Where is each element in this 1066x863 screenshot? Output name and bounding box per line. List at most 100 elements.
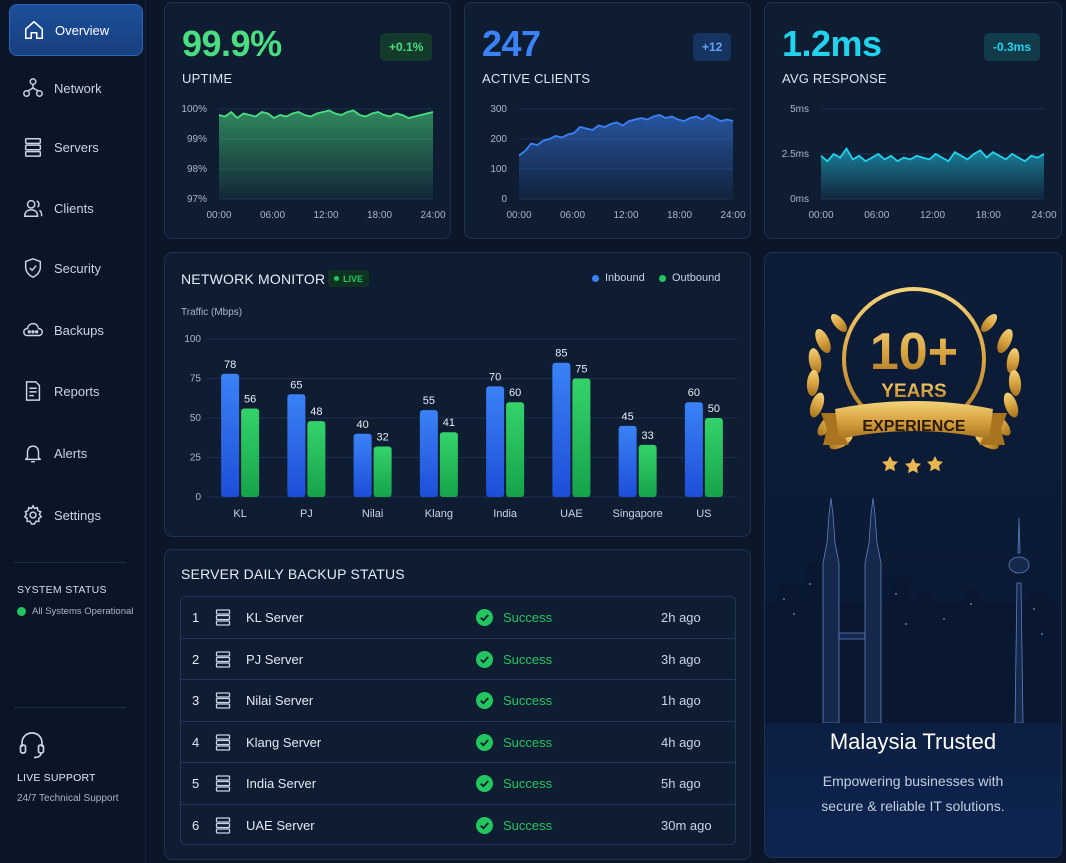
bar-value-label: 70 bbox=[489, 371, 501, 383]
y-tick-label: 300 bbox=[490, 104, 507, 115]
check-circle-icon bbox=[476, 692, 493, 709]
backup-time: 4h ago bbox=[661, 734, 701, 750]
row-number: 1 bbox=[192, 610, 200, 625]
avg-response-change-badge: -0.3ms bbox=[984, 33, 1041, 61]
live-badge: LIVE bbox=[328, 270, 370, 287]
legend-label: Outbound bbox=[672, 272, 721, 284]
uptime-label: UPTIME bbox=[182, 71, 233, 86]
sidebar-item-overview[interactable]: Overview bbox=[9, 4, 143, 56]
gear-icon bbox=[23, 504, 43, 525]
sidebar-item-security[interactable]: Security bbox=[9, 242, 143, 294]
bar-value-label: 78 bbox=[224, 359, 236, 371]
check-circle-icon bbox=[476, 609, 493, 626]
bar-value-label: 65 bbox=[290, 379, 302, 391]
server-name: India Server bbox=[246, 776, 317, 791]
bar-value-label: 75 bbox=[575, 364, 587, 376]
legend-label: Inbound bbox=[605, 272, 645, 284]
check-circle-icon bbox=[476, 775, 493, 792]
y-tick-label: 98% bbox=[187, 164, 207, 175]
sidebar-item-label: Reports bbox=[54, 383, 100, 399]
y-tick-label: 200 bbox=[490, 134, 507, 145]
legend-outbound[interactable]: Outbound bbox=[659, 272, 720, 284]
y-tick-label: 100 bbox=[184, 334, 201, 345]
active-clients-value: 247 bbox=[482, 23, 541, 64]
promo-text: Empowering businesses with secure & reli… bbox=[765, 769, 1061, 819]
check-circle-icon bbox=[476, 816, 493, 834]
server-name: Nilai Server bbox=[246, 693, 314, 708]
live-support-title[interactable]: LIVE SUPPORT bbox=[17, 772, 96, 784]
x-tick-label: 18:00 bbox=[667, 210, 692, 221]
bar-value-label: 48 bbox=[310, 406, 322, 418]
sidebar-item-alerts[interactable]: Alerts bbox=[9, 427, 143, 479]
backup-time: 3h ago bbox=[661, 651, 701, 667]
live-label: LIVE bbox=[343, 273, 364, 284]
sidebar-item-settings[interactable]: Settings bbox=[9, 489, 143, 541]
x-tick-label: Singapore bbox=[613, 508, 663, 520]
system-status: All Systems Operational bbox=[17, 606, 133, 617]
bar-outbound bbox=[373, 446, 392, 497]
x-tick-label: 06:00 bbox=[864, 210, 889, 221]
users-icon bbox=[24, 199, 43, 217]
promo-text-line: Empowering businesses with bbox=[822, 773, 1004, 789]
backup-time: 1h ago bbox=[661, 693, 701, 708]
bar-outbound bbox=[638, 444, 657, 497]
x-tick-label: US bbox=[696, 508, 711, 520]
x-tick-label: 24:00 bbox=[720, 210, 745, 221]
sidebar-item-backups[interactable]: Backups bbox=[9, 304, 143, 356]
table-row[interactable]: 3 Nilai Server Success 1h ago bbox=[181, 680, 735, 722]
sidebar-item-label: Servers bbox=[54, 139, 99, 155]
row-number: 2 bbox=[192, 651, 200, 667]
backup-icon bbox=[23, 322, 43, 337]
series-line bbox=[820, 146, 1045, 163]
shield-icon bbox=[24, 258, 42, 278]
x-tick-label: 06:00 bbox=[260, 210, 285, 221]
row-number: 4 bbox=[192, 734, 200, 750]
table-row[interactable]: 4 Klang Server Success 4h ago bbox=[181, 722, 735, 763]
backup-status-title: SERVER DAILY BACKUP STATUS bbox=[181, 566, 405, 582]
server-name: Klang Server bbox=[246, 734, 322, 750]
sidebar-item-clients[interactable]: Clients bbox=[9, 182, 143, 234]
table-row[interactable]: 1 KL Server Success 2h ago bbox=[181, 597, 735, 639]
live-dot-icon bbox=[334, 276, 339, 281]
headset-icon[interactable] bbox=[18, 730, 46, 760]
uptime-chart: 100% 99% 98% 97% 00:00 06:00 12:00 18:00 24:00 bbox=[181, 104, 446, 221]
sidebar-item-servers[interactable]: Servers bbox=[9, 121, 143, 173]
server-name: UAE Server bbox=[246, 817, 315, 833]
row-number: 3 bbox=[192, 693, 200, 708]
bar-inbound bbox=[287, 394, 306, 497]
bar-outbound bbox=[439, 432, 458, 497]
x-tick-label: UAE bbox=[560, 508, 583, 520]
status-dot-icon bbox=[17, 607, 26, 616]
bar-inbound bbox=[684, 402, 703, 497]
home-icon bbox=[24, 20, 44, 40]
series-line bbox=[518, 113, 734, 157]
table-row[interactable]: 5 India Server Success 5h ago bbox=[181, 763, 735, 805]
x-tick-label: 12:00 bbox=[313, 210, 338, 221]
sidebar-item-network[interactable]: Network bbox=[9, 62, 143, 114]
system-status-text: All Systems Operational bbox=[32, 606, 134, 617]
network-icon bbox=[23, 78, 43, 97]
backup-time: 5h ago bbox=[661, 776, 701, 791]
backup-status: Success bbox=[503, 817, 553, 833]
y-tick-label: 0 bbox=[195, 492, 201, 503]
table-row[interactable]: 2 PJ Server Success 3h ago bbox=[181, 639, 735, 680]
y-tick-label: 0 bbox=[501, 194, 507, 205]
sidebar-item-reports[interactable]: Reports bbox=[9, 365, 143, 417]
area-fill bbox=[219, 110, 433, 199]
backup-status: Success bbox=[503, 776, 553, 791]
server-icon bbox=[215, 609, 231, 626]
legend-swatch bbox=[592, 274, 599, 282]
sidebar-divider bbox=[14, 562, 126, 563]
server-name: PJ Server bbox=[246, 651, 304, 667]
network-traffic-chart: Traffic (Mbps) 100 75 50 25 0 78 56 KL 65 48 PJ 40 32… bbox=[181, 307, 737, 520]
legend-inbound[interactable]: Inbound bbox=[592, 272, 645, 284]
table-row[interactable]: 6 UAE Server Success 30m ago bbox=[181, 805, 735, 845]
active-clients-label: ACTIVE CLIENTS bbox=[482, 71, 591, 86]
x-tick-label: 00:00 bbox=[206, 210, 231, 221]
check-circle-icon bbox=[476, 733, 493, 751]
y-tick-label: 50 bbox=[190, 413, 202, 424]
x-tick-label: 18:00 bbox=[367, 210, 392, 221]
backup-status: Success bbox=[503, 651, 553, 667]
promo-text-line: secure & reliable IT solutions. bbox=[821, 798, 1005, 814]
bell-icon bbox=[24, 445, 42, 463]
